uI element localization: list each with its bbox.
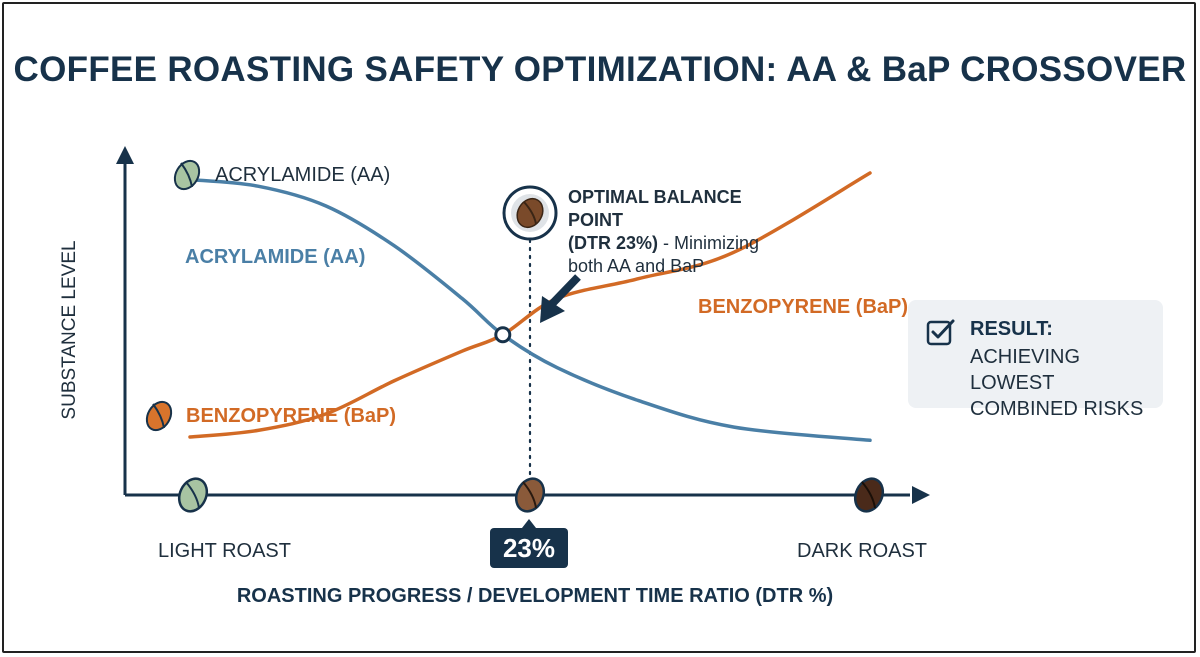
coffee-bean-icon-bap-legend — [145, 400, 173, 432]
coffee-bean-icon-annotation — [502, 185, 558, 241]
tick-label-light-roast: LIGHT ROAST — [158, 540, 291, 562]
result-box: RESULT: ACHIEVING LOWEST COMBINED RISKS — [908, 300, 1163, 420]
tick-label-dark-roast: DARK ROAST — [797, 540, 928, 562]
result-title: RESULT: — [970, 318, 1053, 340]
x-axis-arrow — [912, 486, 930, 504]
coffee-bean-icon-dark — [853, 477, 885, 513]
coffee-bean-icon-aa-legend — [173, 159, 201, 191]
y-axis-arrow — [116, 146, 134, 164]
x-axis-label: ROASTING PROGRESS / DEVELOPMENT TIME RAT… — [236, 585, 834, 607]
crossover-value-badge: 23% — [490, 519, 568, 568]
annotation-heading: OPTIMAL BALANCE POINT — [568, 187, 742, 230]
series-label-bap: BENZOPYRENE (BaP) — [698, 296, 909, 318]
crossover-point[interactable] — [494, 326, 512, 344]
checkbox-icon — [926, 319, 955, 346]
coffee-bean-icon-light — [177, 477, 209, 513]
y-axis-label: SUBSTANCE LEVEL — [59, 240, 80, 420]
legend-label-bap: BENZOPYRENE (BaP) — [186, 405, 397, 427]
series-label-aa: ACRYLAMIDE (AA) — [185, 246, 366, 268]
chart-title: COFFEE ROASTING SAFETY OPTIMIZATION: AA … — [13, 50, 1187, 89]
result-text: ACHIEVING LOWEST COMBINED RISKS — [970, 346, 1144, 420]
annotation-body: - Minimizing both AA and BaP — [568, 233, 760, 276]
coffee-bean-icon-medium — [514, 477, 546, 513]
annotation-arrow — [540, 274, 581, 323]
annotation-text: OPTIMAL BALANCE POINT (DTR 23%) - Minimi… — [568, 186, 798, 278]
series-line-aa — [188, 177, 872, 443]
annotation-subheading: (DTR 23%) — [568, 233, 659, 253]
legend-label-aa: ACRYLAMIDE (AA) — [215, 164, 391, 186]
